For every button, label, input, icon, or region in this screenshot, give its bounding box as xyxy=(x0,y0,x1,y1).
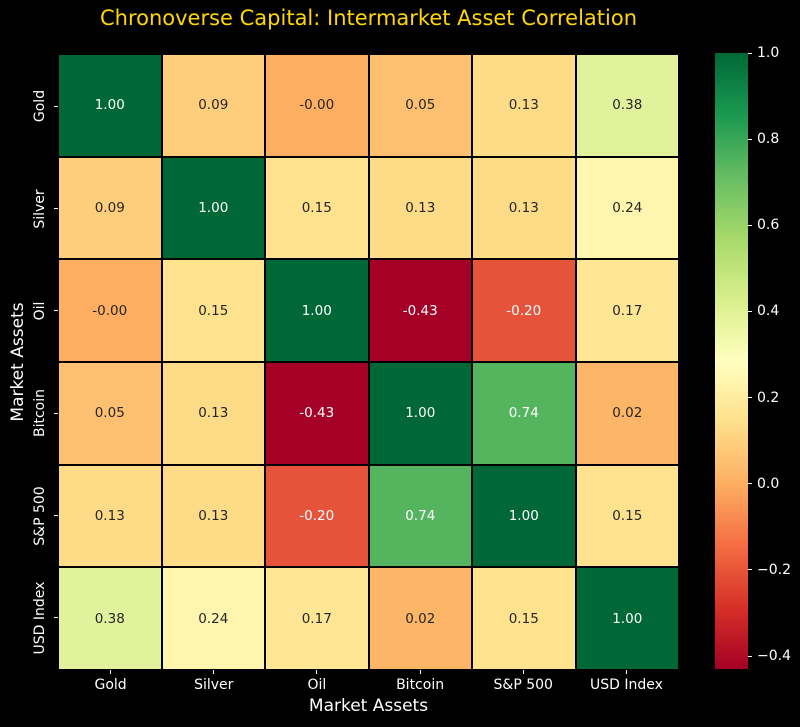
heatmap-cell: 0.05 xyxy=(369,55,471,156)
colorbar-tick-label: 0.0 xyxy=(757,475,780,492)
y-tick-mark xyxy=(54,617,58,619)
x-tick-mark xyxy=(419,670,421,674)
heatmap-cell: 0.13 xyxy=(59,465,161,567)
heatmap-cell: 1.00 xyxy=(162,157,264,259)
x-tick-mark xyxy=(522,670,524,674)
heatmap-grid: 1.00 0.09 -0.00 0.05 0.13 0.38 0.09 1.00 0.15 0.1… xyxy=(59,55,678,669)
x-tick-label: Gold xyxy=(94,677,127,693)
heatmap-cell: 1.00 xyxy=(59,55,161,156)
colorbar-tick-label: −0.2 xyxy=(757,561,791,578)
colorbar-tick-mark xyxy=(748,397,752,399)
heatmap-cell: 0.09 xyxy=(59,157,161,259)
x-tick-mark xyxy=(110,670,112,674)
heatmap-cell: 0.24 xyxy=(576,157,678,259)
colorbar-tick-mark xyxy=(748,224,752,226)
colorbar-tick-mark xyxy=(748,52,752,54)
colorbar-tick-mark xyxy=(748,310,752,312)
colorbar-tick-label: 0.2 xyxy=(757,389,780,406)
heatmap-cell: 0.09 xyxy=(162,55,264,156)
colorbar-tick-mark xyxy=(748,138,752,140)
colorbar-tick-mark xyxy=(748,655,752,657)
y-tick-mark xyxy=(54,412,58,414)
colorbar-tick-mark xyxy=(748,483,752,485)
heatmap-cell: 1.00 xyxy=(473,465,575,567)
heatmap-cell: 0.02 xyxy=(369,568,471,669)
heatmap-cell: 0.13 xyxy=(162,362,264,464)
x-tick-label: Oil xyxy=(307,677,327,693)
y-tick-mark xyxy=(54,515,58,516)
x-axis-label: Market Assets xyxy=(308,696,429,716)
colorbar-tick-label: 1.0 xyxy=(757,45,780,61)
x-tick-mark xyxy=(316,670,318,674)
colorbar-tick-mark xyxy=(748,569,752,571)
y-tick-label: Gold xyxy=(32,90,48,123)
x-tick-label: Bitcoin xyxy=(396,677,445,693)
y-tick-label: Silver xyxy=(32,188,48,229)
heatmap-cell: -0.20 xyxy=(266,465,368,567)
heatmap-cell: 0.13 xyxy=(473,55,575,156)
heatmap-cell: 0.17 xyxy=(266,568,368,669)
y-tick-mark xyxy=(54,105,58,107)
colorbar xyxy=(715,53,748,669)
heatmap-cell: 0.24 xyxy=(162,568,264,669)
x-tick-label: S&P 500 xyxy=(493,677,553,693)
y-tick-mark xyxy=(54,208,58,209)
colorbar-tick-label: −0.4 xyxy=(757,648,791,665)
heatmap-cell: 0.02 xyxy=(576,362,678,464)
heatmap-cell: 0.74 xyxy=(369,465,471,567)
heatmap-cell: -0.43 xyxy=(266,362,368,464)
colorbar-tick-label: 0.4 xyxy=(757,303,780,320)
colorbar-tick-label: 0.6 xyxy=(757,217,780,234)
x-tick-mark xyxy=(625,670,627,674)
heatmap-cell: 0.13 xyxy=(369,157,471,259)
y-tick-mark xyxy=(54,310,58,312)
heatmap-cell: 0.13 xyxy=(473,157,575,259)
y-axis-label: Market Assets xyxy=(8,302,28,422)
heatmap-cell: 0.74 xyxy=(473,362,575,464)
y-tick-label: Bitcoin xyxy=(32,389,48,438)
heatmap-cell: 0.15 xyxy=(576,465,678,567)
heatmap-cell: 0.15 xyxy=(162,260,264,361)
heatmap-cell: 0.15 xyxy=(266,157,368,259)
heatmap-cell: 0.38 xyxy=(576,55,678,156)
heatmap-cell: 0.38 xyxy=(59,568,161,669)
heatmap-cell: -0.20 xyxy=(473,260,575,361)
heatmap-cell: -0.00 xyxy=(266,55,368,156)
heatmap-cell: 1.00 xyxy=(266,260,368,361)
heatmap-cell: -0.00 xyxy=(59,260,161,361)
chart-title: Chronoverse Capital: Intermarket Asset C… xyxy=(99,6,638,30)
y-tick-label: S&P 500 xyxy=(32,485,48,546)
y-tick-label: USD Index xyxy=(32,581,48,655)
heatmap-cell: 1.00 xyxy=(369,362,471,464)
heatmap-cell: -0.43 xyxy=(369,260,471,361)
heatmap-cell: 0.15 xyxy=(473,568,575,669)
colorbar-tick-label: 0.8 xyxy=(757,131,780,148)
x-tick-label: USD Index xyxy=(589,677,663,693)
heatmap-cell: 0.17 xyxy=(576,260,678,361)
x-tick-label: Silver xyxy=(194,677,234,693)
x-tick-mark xyxy=(213,670,215,674)
heatmap-cell: 0.05 xyxy=(59,362,161,464)
heatmap-cell: 1.00 xyxy=(576,568,678,669)
y-tick-label: Oil xyxy=(32,301,48,321)
heatmap-cell: 0.13 xyxy=(162,465,264,567)
